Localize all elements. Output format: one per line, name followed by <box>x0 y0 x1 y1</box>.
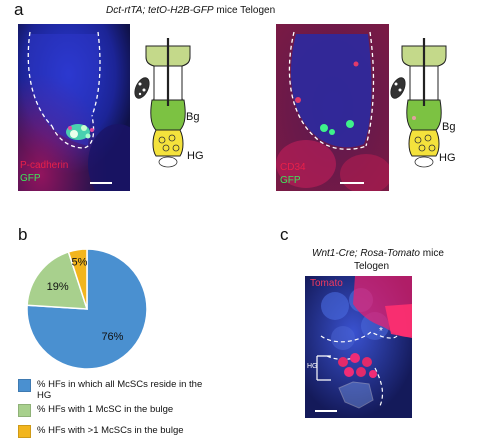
stain-label-cd34: CD34 <box>280 162 306 173</box>
diagram-label-bg-left: Bg <box>186 111 200 123</box>
legend-swatch-green <box>18 404 31 417</box>
micrograph-cd34-svg <box>276 24 389 191</box>
pie-slice-one-bulge <box>26 250 89 310</box>
pie-label-hg: 76% <box>101 331 123 343</box>
legend-swatch-yellow <box>18 425 31 438</box>
pie-slice-multi-bulge <box>67 248 88 310</box>
panel-c-title-genotype: Wnt1-Cre; Rosa-Tomato <box>312 248 420 259</box>
hair-follicle-diagram-left <box>134 38 191 168</box>
stain-label-gfp-right: GFP <box>280 175 301 186</box>
pie-label-multi-bulge: 5% <box>72 257 88 269</box>
micrograph-tomato: Tomato HG * <box>305 276 412 418</box>
panel-a-title-rest: mice Telogen <box>213 5 276 16</box>
diagram-label-bg-right: Bg <box>442 121 456 133</box>
diagram-label-hg-right: HG <box>439 152 456 164</box>
legend-item-hg: % HFs in which all McSCs reside in the H… <box>18 379 218 401</box>
panel-c-title: Wnt1-Cre; Rosa-Tomato mice <box>312 248 444 259</box>
micrograph-cd34: CD34 GFP <box>276 24 389 191</box>
star-marker: * <box>379 326 383 337</box>
legend-item-multi-bulge: % HFs with >1 McSCs in the bulge <box>18 425 238 438</box>
pie-label-one-bulge: 19% <box>47 281 69 293</box>
panel-c-title-rest: mice <box>420 248 444 259</box>
legend-label-multi-bulge: % HFs with >1 McSCs in the bulge <box>37 425 184 436</box>
legend-label-one-bulge: % HFs with 1 McSC in the bulge <box>37 404 174 415</box>
hg-bracket-label: HG <box>307 363 318 370</box>
micrograph-pcadherin: P-cadherin GFP <box>18 24 130 191</box>
legend-item-one-bulge: % HFs with 1 McSC in the bulge <box>18 404 238 417</box>
panel-a-label: a <box>14 0 24 19</box>
panel-c-subtitle: Telogen <box>354 261 390 272</box>
diagram-label-hg-left: HG <box>187 150 204 162</box>
panel-c-label: c <box>280 225 289 244</box>
panel-a-title: Dct-rtTA; tetO-H2B-GFP mice Telogen <box>106 5 275 16</box>
hair-follicle-diagram-right <box>390 38 447 168</box>
panel-b-label: b <box>18 225 28 244</box>
micrograph-pcadherin-svg <box>18 24 130 191</box>
pie-chart: 76% 19%5% <box>26 248 148 370</box>
stain-label-gfp-left: GFP <box>20 173 41 184</box>
legend-label-hg: % HFs in which all McSCs reside in the H… <box>37 379 203 401</box>
micrograph-tomato-svg <box>305 276 412 418</box>
panel-a-title-genotype: Dct-rtTA; tetO-H2B-GFP <box>106 5 214 16</box>
stain-label-pcadherin: P-cadherin <box>20 160 69 171</box>
stain-label-tomato: Tomato <box>310 278 343 289</box>
legend-swatch-blue <box>18 379 31 392</box>
